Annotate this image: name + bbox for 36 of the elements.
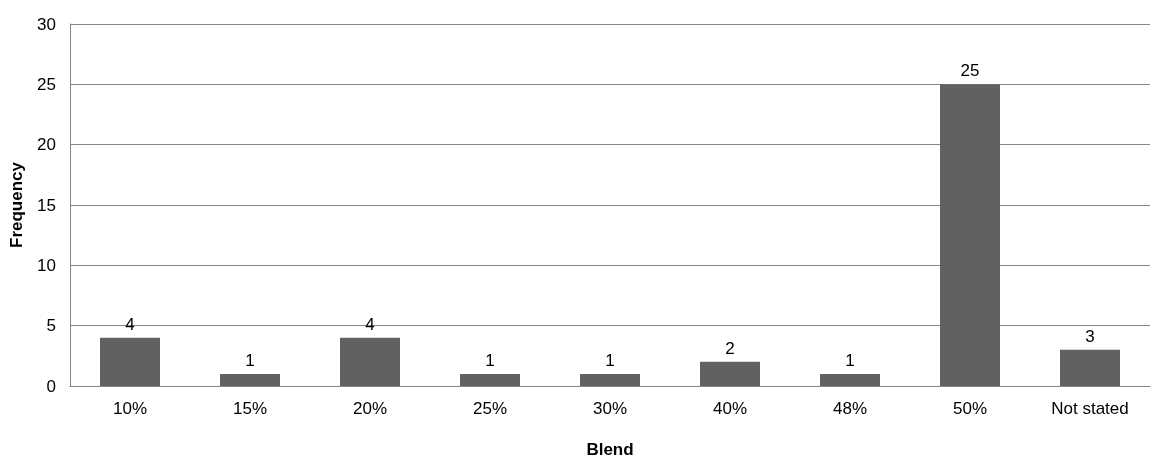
x-tick-label: Not stated — [1051, 399, 1129, 418]
y-tick-label: 15 — [37, 195, 56, 215]
x-tick-label: 30% — [592, 399, 628, 418]
bar — [100, 337, 160, 386]
data-label: 4 — [125, 314, 135, 334]
bar — [340, 337, 400, 386]
bar — [1060, 349, 1120, 386]
y-tick-label: 25 — [37, 74, 56, 94]
data-label: 2 — [725, 338, 735, 358]
x-tick-label: 15% — [232, 399, 268, 418]
x-tick-label: 20% — [352, 399, 388, 418]
data-label: 1 — [245, 350, 255, 370]
data-label: 4 — [365, 314, 375, 334]
y-tick-label: 30 — [37, 14, 56, 34]
data-label: 1 — [845, 350, 855, 370]
y-axis-title: Frequency — [7, 161, 26, 248]
x-axis-title: Blend — [586, 440, 634, 459]
y-tick-label: 5 — [46, 316, 56, 336]
bar — [220, 373, 280, 386]
data-label: 1 — [485, 350, 495, 370]
x-tick-label: 48% — [832, 399, 868, 418]
bar — [580, 373, 640, 386]
y-tick-label: 10 — [37, 255, 56, 275]
data-label: 25 — [960, 61, 980, 81]
bar — [700, 361, 760, 386]
bar — [460, 373, 520, 386]
x-tick-label: 50% — [952, 399, 988, 418]
bar — [940, 84, 1000, 386]
x-tick-label: 25% — [472, 399, 508, 418]
data-label: 1 — [605, 350, 615, 370]
data-label: 3 — [1085, 326, 1095, 346]
y-tick-label: 20 — [37, 135, 56, 155]
y-tick-label: 0 — [46, 376, 56, 396]
x-tick-label: 10% — [112, 399, 148, 418]
x-tick-label: 40% — [712, 399, 748, 418]
bar — [820, 373, 880, 386]
